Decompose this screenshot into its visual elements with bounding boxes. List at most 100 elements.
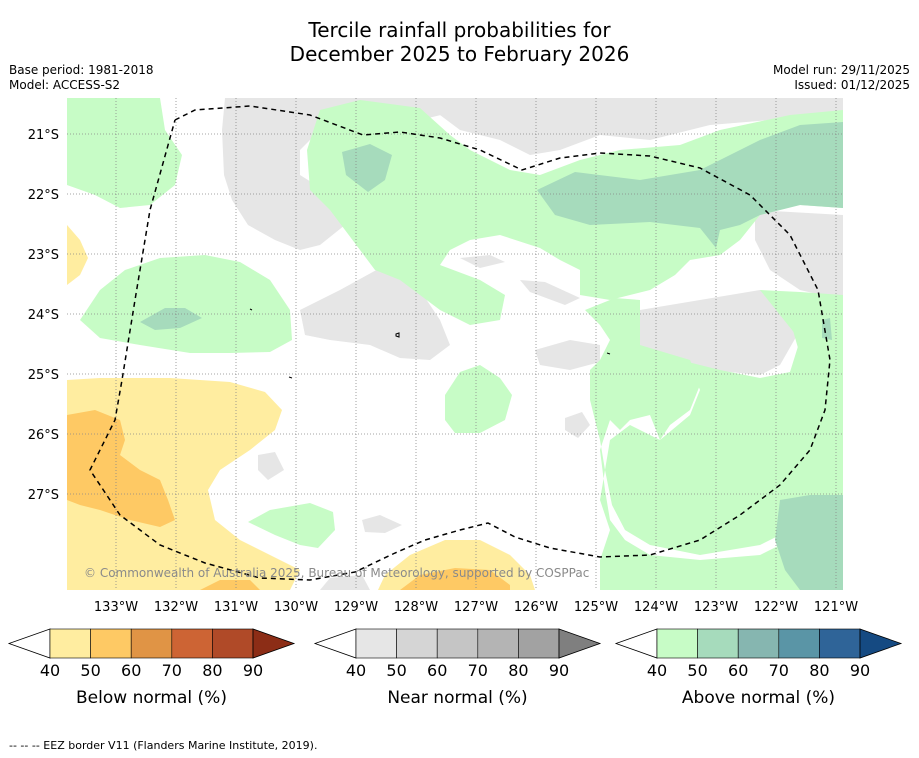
near-region-small-1 <box>258 452 284 480</box>
x-axis-ticks: 133°W 132°W 131°W 130°W 129°W 128°W 127°… <box>94 600 858 615</box>
x-tick-label: 132°W <box>154 600 198 615</box>
probability-regions <box>67 98 843 590</box>
issued-date: Issued: 01/12/2025 <box>794 78 910 92</box>
x-tick-label: 125°W <box>574 600 618 615</box>
title-line-2: December 2025 to February 2026 <box>289 42 630 66</box>
x-tick-label: 123°W <box>694 600 738 615</box>
colorbar-segment <box>518 628 560 659</box>
model-run: Model run: 29/11/2025 <box>772 63 910 77</box>
colorbar-under-triangle <box>313 628 357 659</box>
colorbar-title: Near normal (%) <box>387 688 527 708</box>
above-region-north-west <box>67 98 182 208</box>
y-tick-label: 22°S <box>28 188 59 203</box>
colorbar-tick-label: 50 <box>687 661 707 680</box>
colorbar-over-triangle <box>859 628 903 659</box>
near-region-east <box>630 290 800 375</box>
below-region-west-edge <box>67 225 88 285</box>
island-mark-4 <box>606 352 611 355</box>
colorbar-tick-label: 70 <box>468 661 488 680</box>
colorbar-tick-label: 50 <box>386 661 406 680</box>
colorbar-segment <box>697 628 739 659</box>
colorbar-over-triangle <box>252 628 296 659</box>
colorbar-tick-label: 80 <box>508 661 528 680</box>
x-tick-label: 121°W <box>814 600 858 615</box>
colorbar-segment <box>737 628 780 659</box>
colorbar-segment <box>436 628 479 659</box>
colorbar-tick-label: 60 <box>728 661 748 680</box>
y-axis-ticks: 21°S 22°S 23°S 24°S 25°S 26°S 27°S <box>28 128 59 503</box>
above-region-west-central <box>80 255 292 353</box>
colorbar-segment <box>477 628 519 659</box>
colorbar-segment <box>171 628 213 659</box>
colorbar-tick-label: 90 <box>850 661 870 680</box>
above-region-south-west-blob <box>248 503 335 548</box>
colorbar-over-triangle <box>558 628 602 659</box>
colorbar-segment <box>396 628 438 659</box>
title-line-1: Tercile rainfall probabilities for <box>308 18 611 42</box>
y-tick-label: 24°S <box>28 308 59 323</box>
colorbar-tick-label: 80 <box>202 661 222 680</box>
x-tick-label: 127°W <box>454 600 498 615</box>
colorbar-segment <box>130 628 173 659</box>
x-tick-label: 126°W <box>514 600 558 615</box>
colorbar-tick-label: 40 <box>40 661 60 680</box>
island-mark-2 <box>249 308 253 311</box>
colorbar-tick-label: 70 <box>769 661 789 680</box>
island-mark-3 <box>288 376 293 379</box>
colorbar-under-triangle <box>7 628 51 659</box>
near-region-north <box>222 98 470 250</box>
colorbars: 40 50 60 70 80 90 Below normal (%) 40 50 60 70 80 90… <box>7 628 903 708</box>
above-region-west-central-dark <box>140 308 202 330</box>
y-tick-label: 21°S <box>28 128 59 143</box>
colorbar-segment <box>778 628 820 659</box>
colorbar-segment <box>819 628 861 659</box>
colorbar-tick-label: 90 <box>549 661 569 680</box>
colorbar-tick-label: 40 <box>346 661 366 680</box>
x-tick-label: 129°W <box>334 600 378 615</box>
x-tick-label: 133°W <box>94 600 138 615</box>
near-region-east-2 <box>755 210 843 300</box>
below-region-south-west-dark <box>67 410 175 527</box>
island-mark <box>395 332 400 338</box>
y-tick-label: 23°S <box>28 248 59 263</box>
colorbar-tick-label: 50 <box>80 661 100 680</box>
colorbar-segment <box>355 628 397 659</box>
meta-right: Model run: 29/11/2025 Issued: 01/12/2025 <box>773 63 910 93</box>
base-period: Base period: 1981-2018 <box>9 63 154 77</box>
below-region-south-small <box>200 580 260 590</box>
colorbar-tick-label: 40 <box>647 661 667 680</box>
near-region-mid-3 <box>460 255 505 268</box>
near-region-north-east <box>440 98 843 155</box>
colorbar-segment <box>49 628 91 659</box>
above-region-south-east <box>585 298 843 590</box>
above-region-central-south <box>445 365 512 433</box>
eez-border-line <box>89 105 831 581</box>
y-tick-label: 26°S <box>28 428 59 443</box>
colorbar-title: Below normal (%) <box>76 688 227 708</box>
colorbar-above: 40 50 60 70 80 90 Above normal (%) <box>614 628 903 708</box>
below-region-south-central-dark <box>400 568 510 590</box>
colorbar-segment <box>212 628 254 659</box>
below-region-south-west <box>67 378 300 590</box>
eez-footer-note: -- -- -- EEZ border V11 (Flanders Marine… <box>9 739 318 752</box>
near-region-mid-2 <box>535 340 600 370</box>
grid-lines <box>67 98 843 590</box>
meta-left: Base period: 1981-2018 Model: ACCESS-S2 <box>9 63 154 93</box>
near-region-mid-4 <box>520 280 580 305</box>
near-region-south-small <box>320 575 370 590</box>
colorbar-near: 40 50 60 70 80 90 Near normal (%) <box>313 628 602 708</box>
x-tick-label: 122°W <box>754 600 798 615</box>
x-tick-label: 128°W <box>394 600 438 615</box>
chart-title: Tercile rainfall probabilities for Decem… <box>0 18 919 66</box>
y-tick-label: 27°S <box>28 488 59 503</box>
colorbar-below: 40 50 60 70 80 90 Below normal (%) <box>7 628 296 708</box>
copyright-text: © Commonwealth of Australia 2025, Bureau… <box>84 566 589 580</box>
x-tick-label: 130°W <box>274 600 318 615</box>
model-name: Model: ACCESS-S2 <box>9 78 121 92</box>
near-region-central <box>300 268 450 360</box>
above-region-south-east-2 <box>605 295 843 555</box>
x-tick-label: 124°W <box>634 600 678 615</box>
near-region-small-2 <box>362 515 402 533</box>
colorbar-segment <box>90 628 132 659</box>
